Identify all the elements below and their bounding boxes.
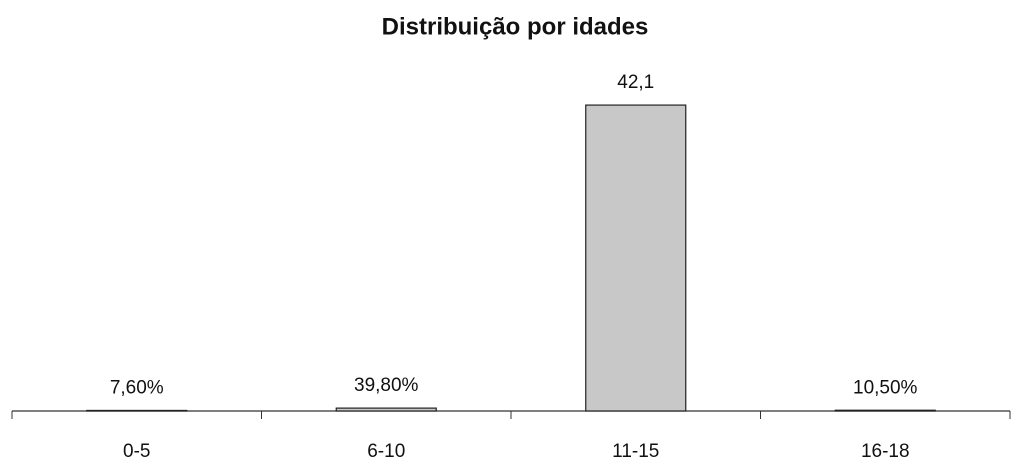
chart-title: Distribuição por idades [382, 13, 649, 40]
bar [834, 409, 936, 412]
data-label: 42,1 [617, 72, 654, 93]
data-label: 39,80% [354, 375, 419, 396]
data-label: 10,50% [853, 377, 918, 398]
bar [86, 409, 188, 412]
bar [335, 407, 437, 412]
x-tick-label: 11-15 [612, 441, 659, 462]
x-tick-label: 16-18 [861, 441, 910, 462]
data-label: 7,60% [110, 377, 164, 398]
x-tick-label: 0-5 [123, 441, 150, 462]
x-tick-label: 6-10 [367, 441, 405, 462]
bar [585, 104, 687, 412]
